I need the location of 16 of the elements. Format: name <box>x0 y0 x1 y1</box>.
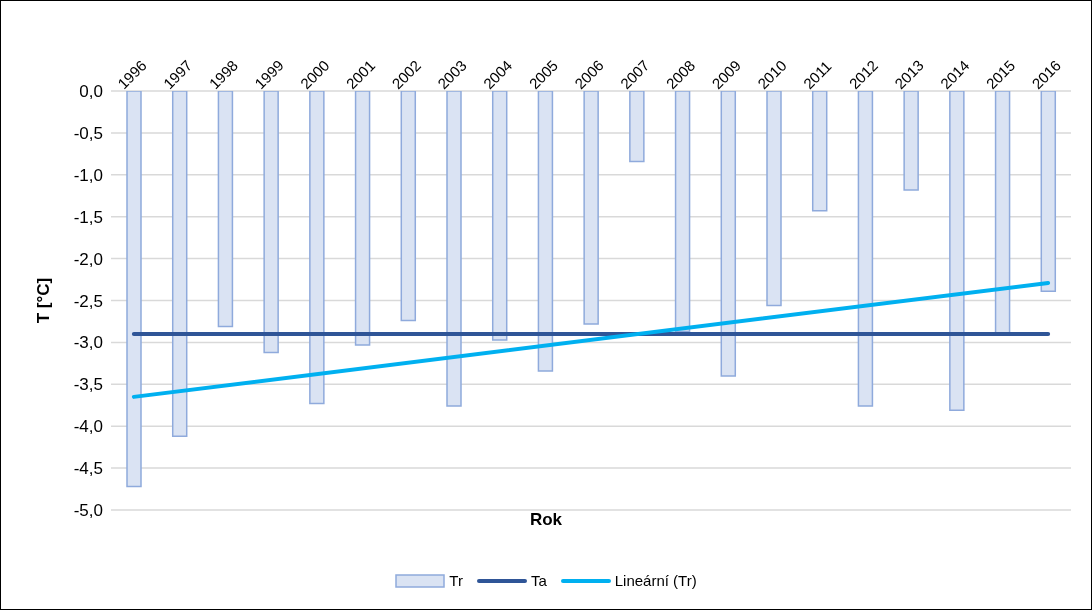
y-tick-label: -3,5 <box>73 375 103 395</box>
x-axis-title: Rok <box>529 510 563 530</box>
y-tick-label: -1,0 <box>73 165 103 185</box>
y-tick-label: -4,0 <box>73 417 103 437</box>
y-tick-label: -4,5 <box>73 459 103 479</box>
y-tick-label: -2,5 <box>73 291 103 311</box>
y-tick-label: -1,5 <box>73 207 103 227</box>
legend-label: Lineární (Tr) <box>613 572 697 589</box>
legend-label: Tr <box>448 572 463 589</box>
legend-label: Ta <box>529 572 547 589</box>
y-tick-label: 0,0 <box>79 82 103 102</box>
y-tick-label: -3,0 <box>73 333 103 353</box>
y-tick-label: -2,0 <box>73 249 103 269</box>
y-axis-title: T [°C] <box>34 277 54 324</box>
y-tick-label: -0,5 <box>73 123 103 143</box>
y-tick-label: -5,0 <box>73 501 103 521</box>
